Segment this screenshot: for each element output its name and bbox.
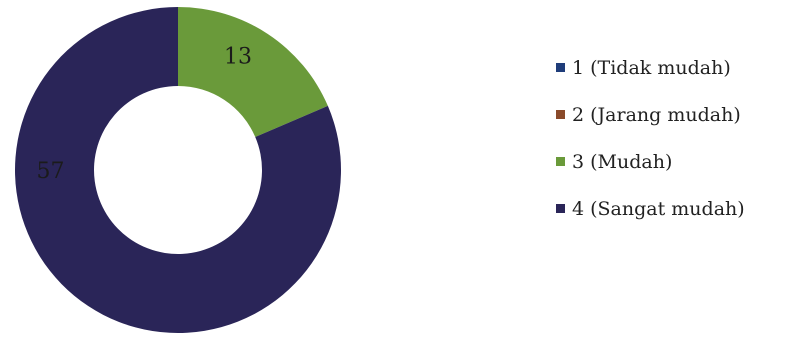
legend-swatch-3 xyxy=(556,157,565,166)
legend-item-4: 4 (Sangat mudah) xyxy=(556,197,745,220)
legend-label-2: 2 (Jarang mudah) xyxy=(572,103,741,126)
legend-item-1: 1 (Tidak mudah) xyxy=(556,56,745,79)
chart-legend: 1 (Tidak mudah) 2 (Jarang mudah) 3 (Muda… xyxy=(556,56,745,220)
legend-label-3: 3 (Mudah) xyxy=(572,150,673,173)
legend-item-3: 3 (Mudah) xyxy=(556,150,745,173)
legend-swatch-4 xyxy=(556,204,565,213)
donut-slice-3 xyxy=(178,7,328,137)
legend-label-1: 1 (Tidak mudah) xyxy=(572,56,731,79)
legend-item-2: 2 (Jarang mudah) xyxy=(556,103,745,126)
donut-slice-4 xyxy=(14,7,341,333)
legend-label-4: 4 (Sangat mudah) xyxy=(572,197,745,220)
data-label-3: 13 xyxy=(224,45,252,70)
data-label-4: 57 xyxy=(37,159,65,184)
legend-swatch-1 xyxy=(556,63,565,72)
donut-svg: 13 57 xyxy=(14,7,341,333)
legend-swatch-2 xyxy=(556,110,565,119)
